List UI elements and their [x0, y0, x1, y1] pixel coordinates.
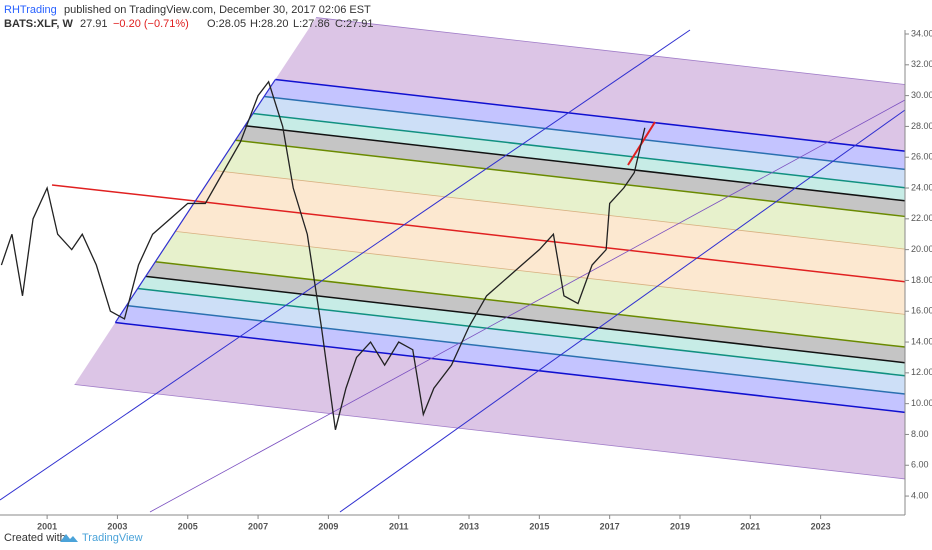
fork-line — [137, 287, 906, 377]
y-tick-label: 12.00 — [911, 367, 932, 377]
y-tick-label: 24.00 — [911, 182, 932, 192]
y-tick-label: 8.00 — [911, 429, 929, 439]
price-line — [0, 80, 646, 430]
fork-line — [195, 200, 906, 283]
trend-line — [149, 99, 906, 513]
fork-handle — [51, 184, 196, 202]
x-tick-label: 2015 — [529, 521, 549, 531]
x-tick-label: 2017 — [600, 521, 620, 531]
x-tick-label: 2011 — [389, 521, 409, 531]
high: H:28.20 — [250, 18, 289, 30]
footer: Created with TradingView — [4, 532, 143, 544]
close: C:27.91 — [335, 18, 374, 30]
fork-line — [316, 17, 906, 85]
author[interactable]: RHTrading — [4, 4, 57, 16]
fork-line — [275, 78, 906, 152]
y-tick-label: 14.00 — [911, 336, 932, 346]
y-tick-label: 30.00 — [911, 90, 932, 100]
x-tick-label: 2013 — [459, 521, 479, 531]
x-tick-label: 2003 — [107, 521, 127, 531]
x-tick-label: 2005 — [178, 521, 198, 531]
fork-band — [74, 322, 905, 479]
fork-line — [235, 139, 906, 218]
open: O:28.05 — [207, 18, 246, 30]
logo — [60, 534, 78, 542]
x-tick-label: 2023 — [811, 521, 831, 531]
x-tick-label: 2001 — [37, 521, 57, 531]
brand[interactable]: TradingView — [82, 532, 143, 544]
last: 27.91 — [80, 18, 108, 30]
x-tick-label: 2007 — [248, 521, 268, 531]
fork-line — [252, 112, 906, 189]
fork-band — [195, 170, 905, 282]
fork-band — [137, 276, 905, 376]
fork-band — [264, 79, 905, 170]
y-tick-label: 16.00 — [911, 306, 932, 316]
y-tick-label: 20.00 — [911, 244, 932, 254]
low: L:27.86 — [293, 18, 330, 30]
fork-band — [175, 201, 905, 315]
fork-line — [175, 231, 906, 315]
fork-band — [126, 288, 905, 395]
plot: 4.00 6.00 8.00 10.00 12.00 14.00 16.00 18.00 20.… — [0, 28, 932, 531]
change: −0.20 (−0.71%) — [113, 18, 189, 30]
fork-band — [115, 305, 905, 413]
fork-band — [215, 140, 905, 250]
fork-band — [145, 261, 905, 363]
y-tick-label: 22.00 — [911, 213, 932, 223]
fork-line — [264, 95, 906, 171]
created: Created with — [4, 532, 66, 544]
fork-line — [215, 170, 906, 250]
symbol: BATS:XLF, W — [4, 18, 73, 30]
x-tick-label: 2009 — [318, 521, 338, 531]
trend-line — [339, 109, 906, 513]
header: RHTrading published on TradingView.com, … — [4, 4, 374, 30]
y-tick-label: 32.00 — [911, 59, 932, 69]
fork-line — [145, 275, 906, 364]
trend-line — [0, 29, 691, 501]
y-tick-label: 34.00 — [911, 28, 932, 38]
published: published on TradingView.com, December 3… — [64, 4, 371, 16]
fork-band — [244, 113, 906, 201]
fork-band — [235, 125, 905, 217]
y-tick-label: 18.00 — [911, 275, 932, 285]
y-tick-label: 26.00 — [911, 152, 932, 162]
y-tick-label: 28.00 — [911, 121, 932, 131]
fork-line — [126, 304, 906, 395]
pitchfork — [51, 17, 906, 480]
x-tick-label: 2019 — [670, 521, 690, 531]
fork-line — [115, 321, 906, 414]
fork-band — [252, 96, 906, 188]
fork-band — [155, 231, 905, 348]
fork-band — [275, 17, 905, 152]
y-tick-label: 6.00 — [911, 460, 929, 470]
y-tick-label: 4.00 — [911, 490, 929, 500]
fork-line — [74, 384, 906, 480]
x-tick-label: 2021 — [740, 521, 760, 531]
y-tick-label: 10.00 — [911, 398, 932, 408]
